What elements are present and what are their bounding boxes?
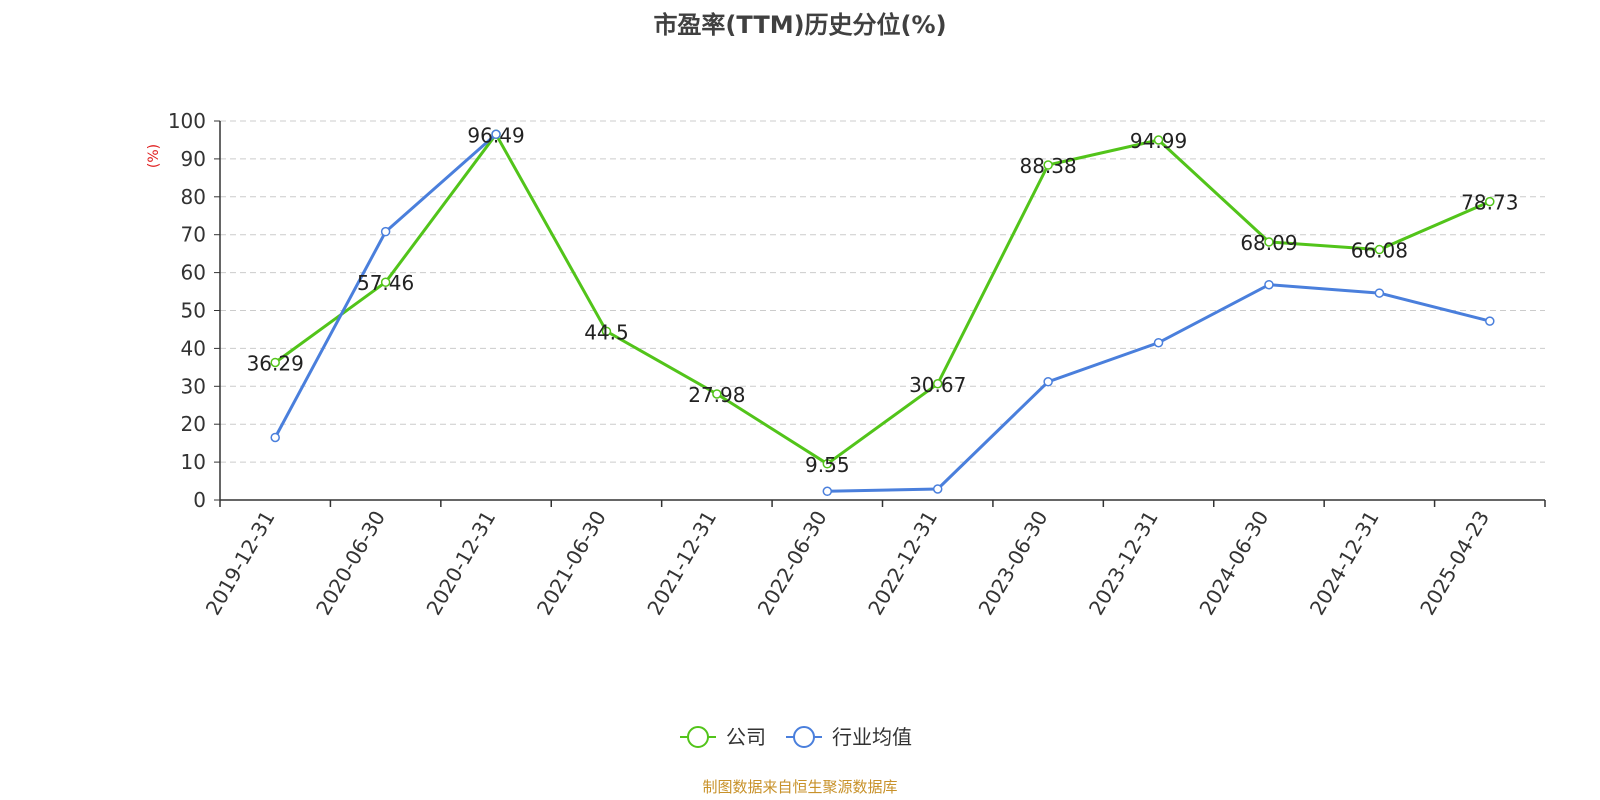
x-tick-label: 2023-06-30 bbox=[974, 507, 1053, 620]
y-tick-label: 60 bbox=[181, 261, 206, 285]
label-layer: 36.29 57.46 96.49 44.5 27.98 9.55 30.67 88.38 94… bbox=[247, 123, 1519, 477]
data-label: 57.46 bbox=[357, 271, 414, 295]
axis-layer: 0 10 20 30 40 50 60 70 80 90 100 2019-12-31 2020-06-… bbox=[168, 109, 1546, 620]
data-point-1 bbox=[1043, 377, 1053, 387]
x-tick-label: 2020-06-30 bbox=[311, 507, 390, 620]
data-label: 66.08 bbox=[1351, 239, 1408, 263]
y-axis-label: (%) bbox=[146, 144, 162, 168]
legend-item-1[interactable]: 行业均值 bbox=[786, 725, 912, 749]
data-point-1 bbox=[491, 129, 501, 140]
legend-label: 公司 bbox=[726, 725, 766, 749]
chart-title: 市盈率(TTM)历史分位(%) bbox=[653, 11, 946, 39]
y-tick-label: 70 bbox=[181, 223, 206, 247]
data-point-0 bbox=[1043, 160, 1053, 170]
x-tick-label: 2024-12-31 bbox=[1305, 507, 1384, 620]
legend-item-0[interactable]: 公司 bbox=[680, 725, 766, 749]
data-point-0 bbox=[1374, 244, 1385, 255]
x-tick-label: 2021-06-30 bbox=[532, 507, 611, 620]
data-point-0 bbox=[270, 357, 280, 368]
data-point-1 bbox=[932, 484, 943, 494]
data-label: 9.55 bbox=[805, 453, 850, 477]
x-tick-label: 2019-12-31 bbox=[201, 507, 280, 620]
data-point-0 bbox=[712, 389, 722, 399]
y-tick-label: 100 bbox=[168, 109, 206, 133]
data-point-0 bbox=[932, 379, 943, 389]
data-label: 68.09 bbox=[1240, 231, 1297, 255]
legend-marker bbox=[687, 726, 709, 748]
data-point-0 bbox=[1153, 135, 1164, 145]
data-label: 88.38 bbox=[1019, 154, 1076, 178]
x-tick-label: 2022-06-30 bbox=[753, 507, 832, 620]
data-point-1 bbox=[1485, 316, 1495, 326]
data-source-note: 制图数据来自恒生聚源数据库 bbox=[702, 778, 897, 796]
y-tick-label: 50 bbox=[181, 299, 206, 323]
x-tick-label: 2022-12-31 bbox=[863, 506, 942, 619]
series-line-0 bbox=[274, 132, 1491, 466]
data-point-1 bbox=[1374, 288, 1385, 298]
data-point-1 bbox=[270, 432, 280, 443]
x-tick-label: 2021-12-31 bbox=[642, 507, 721, 620]
legend[interactable]: 公司 行业均值 bbox=[680, 725, 912, 749]
data-label: 94.99 bbox=[1130, 129, 1187, 153]
legend-marker bbox=[793, 726, 815, 748]
y-tick-label: 20 bbox=[181, 412, 206, 436]
series-layer bbox=[270, 129, 1495, 497]
y-tick-label: 10 bbox=[181, 450, 206, 474]
x-tick-label: 2025-04-23 bbox=[1415, 507, 1494, 620]
data-point-1 bbox=[1153, 337, 1164, 348]
data-point-0 bbox=[1264, 237, 1274, 247]
data-point-0 bbox=[380, 277, 391, 287]
data-point-1 bbox=[822, 486, 833, 497]
legend-label: 行业均值 bbox=[832, 725, 912, 749]
data-label: 96.49 bbox=[467, 123, 524, 147]
data-point-0 bbox=[601, 326, 612, 337]
y-tick-label: 30 bbox=[181, 374, 206, 398]
data-point-1 bbox=[380, 226, 391, 237]
x-tick-label: 2024-06-30 bbox=[1194, 507, 1273, 620]
x-tick-label: 2020-12-31 bbox=[421, 506, 500, 619]
grid-layer bbox=[220, 120, 1545, 463]
x-tick-label: 2023-12-31 bbox=[1084, 507, 1163, 620]
data-point-0 bbox=[822, 459, 833, 469]
y-tick-label: 40 bbox=[181, 336, 206, 360]
y-tick-label: 0 bbox=[193, 488, 206, 512]
data-label: 44.5 bbox=[584, 320, 629, 344]
data-point-1 bbox=[1264, 279, 1274, 290]
y-tick-label: 80 bbox=[181, 185, 206, 209]
data-label: 30.67 bbox=[909, 373, 966, 397]
data-label: 78.73 bbox=[1461, 191, 1518, 215]
data-point-0 bbox=[1485, 196, 1495, 207]
y-tick-label: 90 bbox=[181, 147, 206, 171]
data-label: 27.98 bbox=[688, 383, 745, 407]
data-label: 36.29 bbox=[247, 351, 304, 375]
